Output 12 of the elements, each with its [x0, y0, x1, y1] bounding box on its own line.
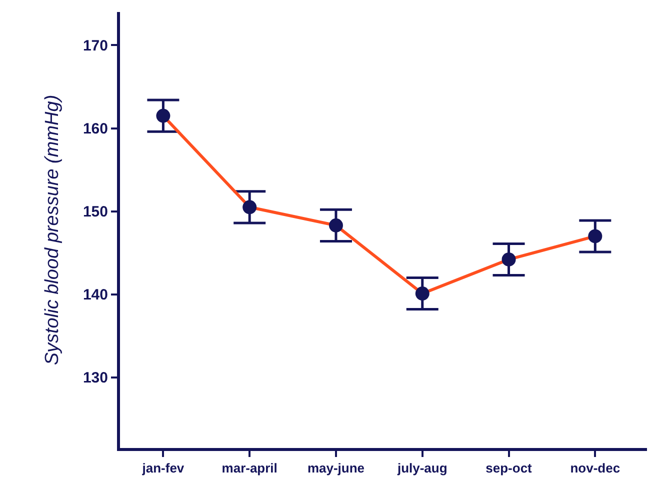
- y-tick-label: 150: [82, 204, 108, 221]
- x-tick-label: nov-dec: [570, 460, 620, 476]
- x-tick-label: jan-fev: [141, 460, 185, 476]
- y-axis-title: Systolic blood pressure (mmHg): [42, 94, 63, 366]
- y-tick-label: 140: [82, 286, 108, 304]
- x-tick-label: sep-oct: [486, 460, 533, 476]
- x-tick-label: mar-april: [222, 460, 278, 476]
- x-tick-label: july-aug: [396, 460, 448, 476]
- y-tick-label: 160: [82, 120, 108, 138]
- x-tick-label: may-june: [307, 460, 365, 476]
- y-tick-label: 130: [82, 370, 108, 387]
- y-tick-label: 170: [82, 37, 108, 54]
